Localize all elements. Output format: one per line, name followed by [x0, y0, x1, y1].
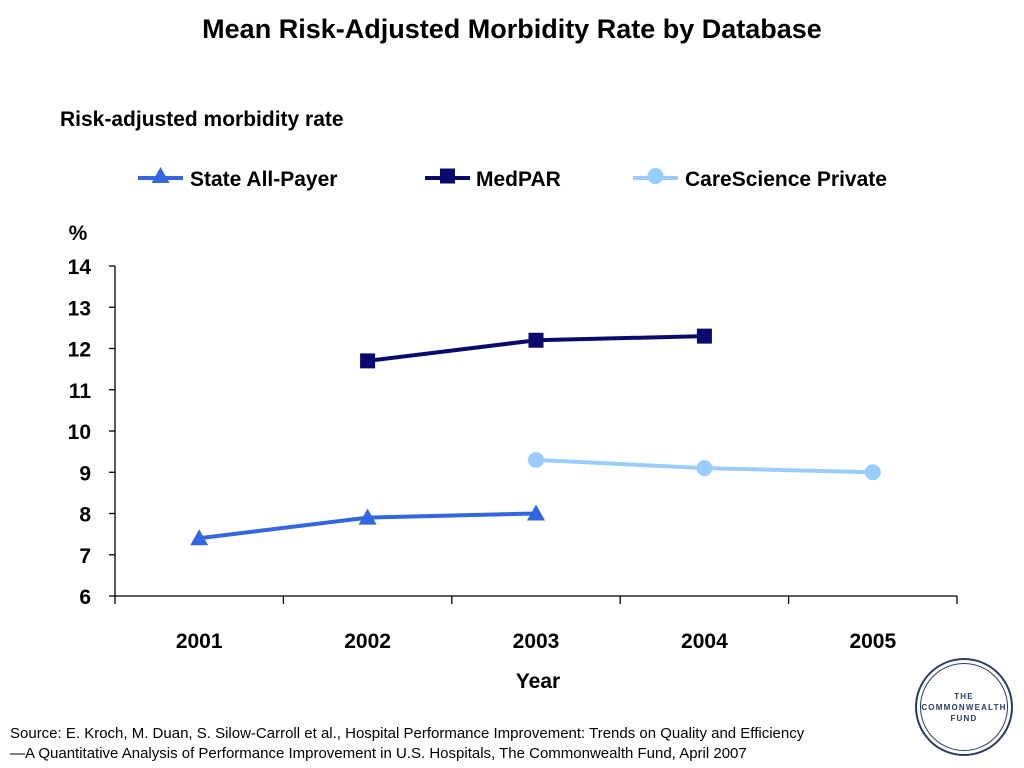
data-point	[190, 529, 209, 546]
data-point	[527, 504, 545, 521]
x-tick-label: 2003	[513, 630, 560, 653]
x-tick-label: 2002	[344, 630, 391, 653]
legend: State All-Payer MedPAR CareScience Private	[138, 167, 887, 191]
y-tick-label: 10	[68, 421, 91, 444]
chart-subtitle: Risk-adjusted morbidity rate	[60, 108, 344, 131]
y-tick-label: 13	[68, 297, 91, 320]
legend-marker	[440, 168, 455, 184]
axes: 6 7 8 9 10 11 12 13 14 2001 2002 2003 2004 2005% Year	[68, 222, 958, 693]
x-tick-label: 2004	[681, 630, 728, 653]
data-point	[528, 451, 544, 468]
x-tick-label: 2005	[849, 630, 896, 653]
commonwealth-fund-logo: THE COMMONWEALTH FUND	[915, 658, 1013, 756]
y-tick-label: 12	[68, 339, 91, 362]
source-note: Source: E. Kroch, M. Duan, S. Silow-Carr…	[10, 724, 915, 764]
data-point	[864, 464, 881, 481]
logo-line-3: FUND	[950, 713, 978, 723]
data-point	[360, 353, 376, 369]
logo-line-1: THE	[954, 691, 974, 701]
series-layer	[190, 328, 881, 546]
logo-text: THE COMMONWEALTH FUND	[920, 663, 1008, 751]
y-tick-label: 8	[79, 504, 91, 527]
x-tick-label: 2001	[176, 630, 223, 653]
data-point	[696, 328, 712, 344]
data-point	[528, 332, 544, 348]
x-axis-label: Year	[516, 670, 560, 693]
y-axis-label: %	[69, 222, 88, 245]
source-line-2: —A Quantitative Analysis of Performance …	[10, 745, 747, 762]
source-line-1: Source: E. Kroch, M. Duan, S. Silow-Carr…	[10, 725, 805, 742]
legend-label: CareScience Private	[685, 168, 887, 191]
data-point	[358, 508, 377, 525]
logo-line-2: COMMONWEALTH	[921, 702, 1007, 712]
data-point	[696, 460, 713, 477]
y-tick-label: 9	[79, 462, 91, 485]
chart-title: Mean Risk-Adjusted Morbidity Rate by Dat…	[202, 14, 822, 44]
line-chart: State All-Payer MedPAR CareScience Private…	[68, 167, 958, 693]
legend-label: MedPAR	[476, 168, 561, 191]
y-tick-label: 14	[68, 256, 92, 279]
y-tick-label: 7	[79, 545, 91, 568]
y-tick-label: 11	[69, 380, 92, 403]
legend-marker	[151, 167, 170, 183]
legend-label: State All-Payer	[190, 168, 337, 191]
y-tick-label: 6	[79, 586, 91, 609]
legend-marker	[647, 168, 664, 184]
